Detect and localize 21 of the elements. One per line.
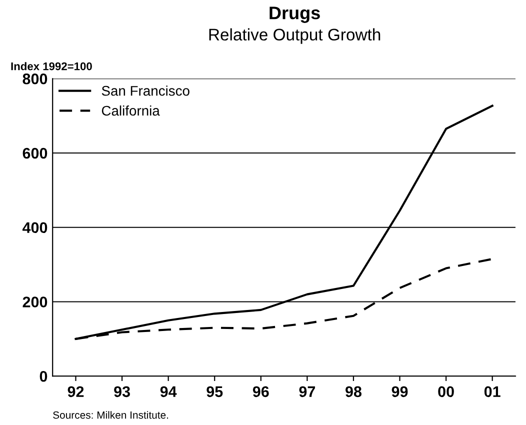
y-tick-label: 600	[22, 148, 48, 159]
legend-label: California	[102, 105, 160, 116]
legend-label: San Francisco	[102, 86, 190, 96]
y-tick-label: 800	[22, 73, 48, 84]
source-note: Sources: Milken Institute.	[53, 411, 168, 419]
x-tick-label: 93	[114, 386, 130, 398]
y-tick-label: 400	[22, 222, 48, 234]
x-tick-label: 92	[68, 386, 84, 398]
x-tick-label: 95	[206, 386, 223, 398]
x-tick-label: 98	[346, 386, 362, 398]
y-tick-label: 0	[40, 370, 48, 382]
chart-title: Drugs	[270, 6, 320, 23]
x-tick-label: 97	[299, 386, 316, 398]
x-tick-label: 01	[484, 386, 500, 398]
y-axis-title: Index 1992=100	[11, 62, 92, 70]
x-tick-label: 00	[438, 386, 454, 398]
chart-subtitle: Relative Output Growth	[209, 28, 380, 44]
x-tick-label: 96	[252, 386, 269, 398]
x-tick-label: 99	[392, 386, 408, 398]
x-tick-label: 94	[160, 386, 177, 398]
y-tick-label: 200	[22, 296, 48, 308]
